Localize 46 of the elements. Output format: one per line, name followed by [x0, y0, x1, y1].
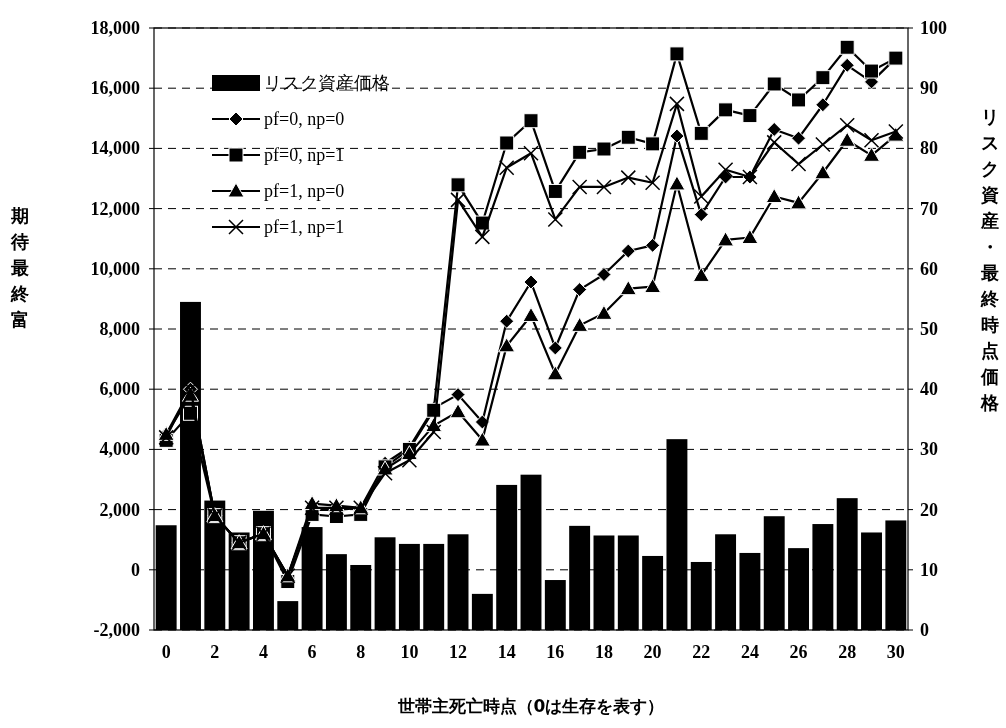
y2-tick-label: 100: [920, 18, 947, 38]
y-tick-label: 6,000: [99, 379, 140, 400]
legend-label: pf=0, np=1: [264, 145, 345, 165]
x-tick-label: 30: [886, 642, 905, 662]
x-tick-label: 20: [643, 642, 662, 662]
x-tick-label: 24: [740, 642, 759, 662]
y-tick-label: 18,000: [90, 18, 140, 38]
y2-tick-label: 10: [920, 559, 938, 580]
x-tick-label: 0: [161, 642, 171, 662]
y2-tick-label: 50: [920, 319, 938, 339]
x-tick-label: 28: [838, 642, 857, 662]
y2-tick-label: 40: [920, 379, 938, 400]
x-tick-label: 8: [356, 642, 366, 662]
y-tick-label: -2,000: [93, 620, 140, 640]
y2-tick-label: 60: [920, 258, 938, 279]
y-tick-label: 10,000: [90, 258, 140, 279]
y-tick-label: 12,000: [90, 198, 140, 219]
legend-label: pf=1, np=1: [264, 217, 345, 237]
y-tick-label: 14,000: [90, 138, 140, 159]
y2-tick-label: 0: [920, 620, 929, 640]
x-tick-label: 22: [692, 642, 711, 662]
y2-tick-label: 90: [920, 78, 938, 99]
y-tick-label: 2,000: [99, 499, 140, 520]
x-tick-label: 6: [307, 642, 317, 662]
x-tick-label: 12: [449, 642, 468, 662]
x-tick-label: 18: [594, 642, 613, 662]
y-tick-label: 8,000: [99, 319, 140, 339]
x-tick-label: 16: [546, 642, 565, 662]
y2-tick-label: 20: [920, 499, 938, 520]
x-tick-label: 10: [400, 642, 419, 662]
x-tick-label: 2: [210, 642, 220, 662]
y-axis-title: 期待最終富: [10, 205, 29, 330]
x-tick-label: 26: [789, 642, 808, 662]
y-tick-label: 4,000: [99, 439, 140, 460]
legend-label: pf=0, np=0: [264, 109, 345, 129]
x-axis-title: 世帯主死亡時点（0は生存を表す）: [396, 696, 665, 716]
legend-label: pf=1, np=0: [264, 181, 345, 201]
y2-tick-label: 70: [920, 198, 938, 219]
y2-tick-label: 30: [920, 439, 938, 460]
legend-label: リスク資産価格: [264, 73, 390, 93]
x-tick-label: 14: [497, 642, 516, 662]
y-tick-label: 0: [131, 559, 140, 580]
y2-tick-label: 80: [920, 138, 938, 159]
text: リスク資産・最終時点価格: [981, 106, 999, 413]
y-tick-label: 16,000: [90, 78, 140, 99]
x-tick-label: 4: [258, 642, 268, 662]
